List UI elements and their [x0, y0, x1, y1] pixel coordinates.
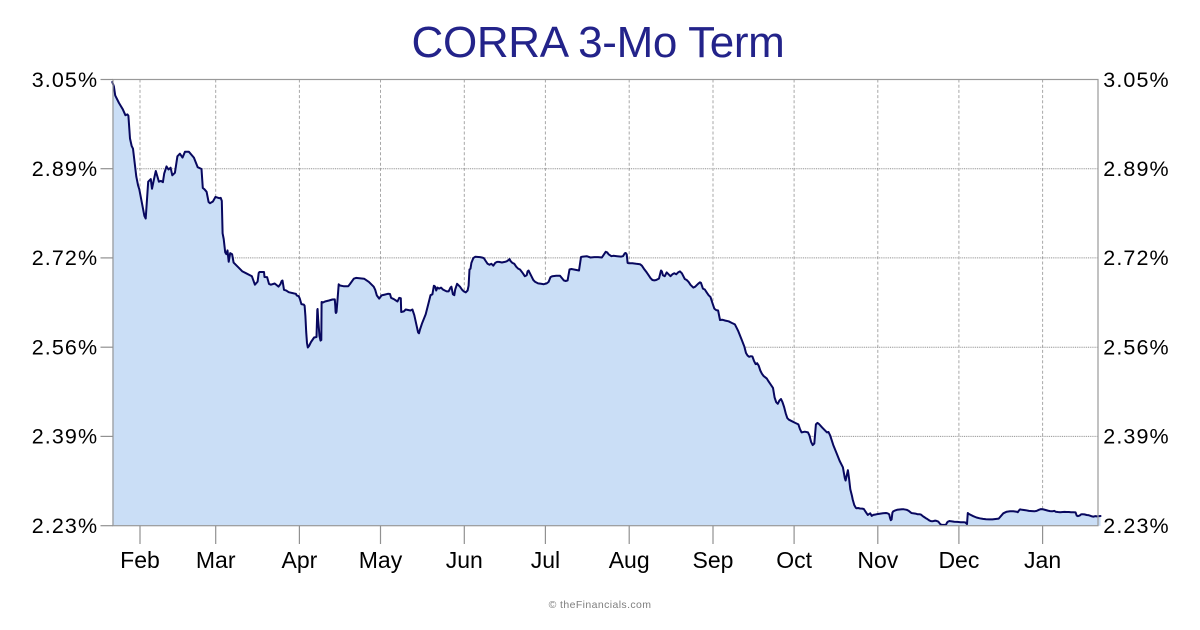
svg-text:2.72%: 2.72% [32, 246, 98, 270]
svg-text:2.72%: 2.72% [1103, 246, 1169, 270]
svg-text:3.05%: 3.05% [1103, 68, 1169, 92]
svg-text:Apr: Apr [282, 547, 318, 573]
svg-text:2.56%: 2.56% [32, 336, 98, 360]
svg-text:3.05%: 3.05% [32, 68, 98, 92]
svg-text:2.39%: 2.39% [32, 425, 98, 449]
svg-text:Aug: Aug [609, 547, 650, 573]
svg-text:2.56%: 2.56% [1103, 336, 1169, 360]
svg-text:Dec: Dec [938, 547, 979, 573]
svg-text:2.89%: 2.89% [1103, 157, 1169, 181]
svg-text:Feb: Feb [120, 547, 160, 573]
svg-text:Sep: Sep [693, 547, 734, 573]
svg-text:Jun: Jun [446, 547, 483, 573]
svg-text:May: May [359, 547, 403, 573]
svg-text:2.23%: 2.23% [1103, 514, 1169, 538]
svg-text:Jan: Jan [1024, 547, 1061, 573]
svg-text:2.89%: 2.89% [32, 157, 98, 181]
svg-text:2.39%: 2.39% [1103, 425, 1169, 449]
svg-text:2.23%: 2.23% [32, 514, 98, 538]
svg-text:Oct: Oct [776, 547, 812, 573]
svg-text:Jul: Jul [531, 547, 560, 573]
svg-text:Nov: Nov [857, 547, 898, 573]
svg-text:Mar: Mar [196, 547, 236, 573]
